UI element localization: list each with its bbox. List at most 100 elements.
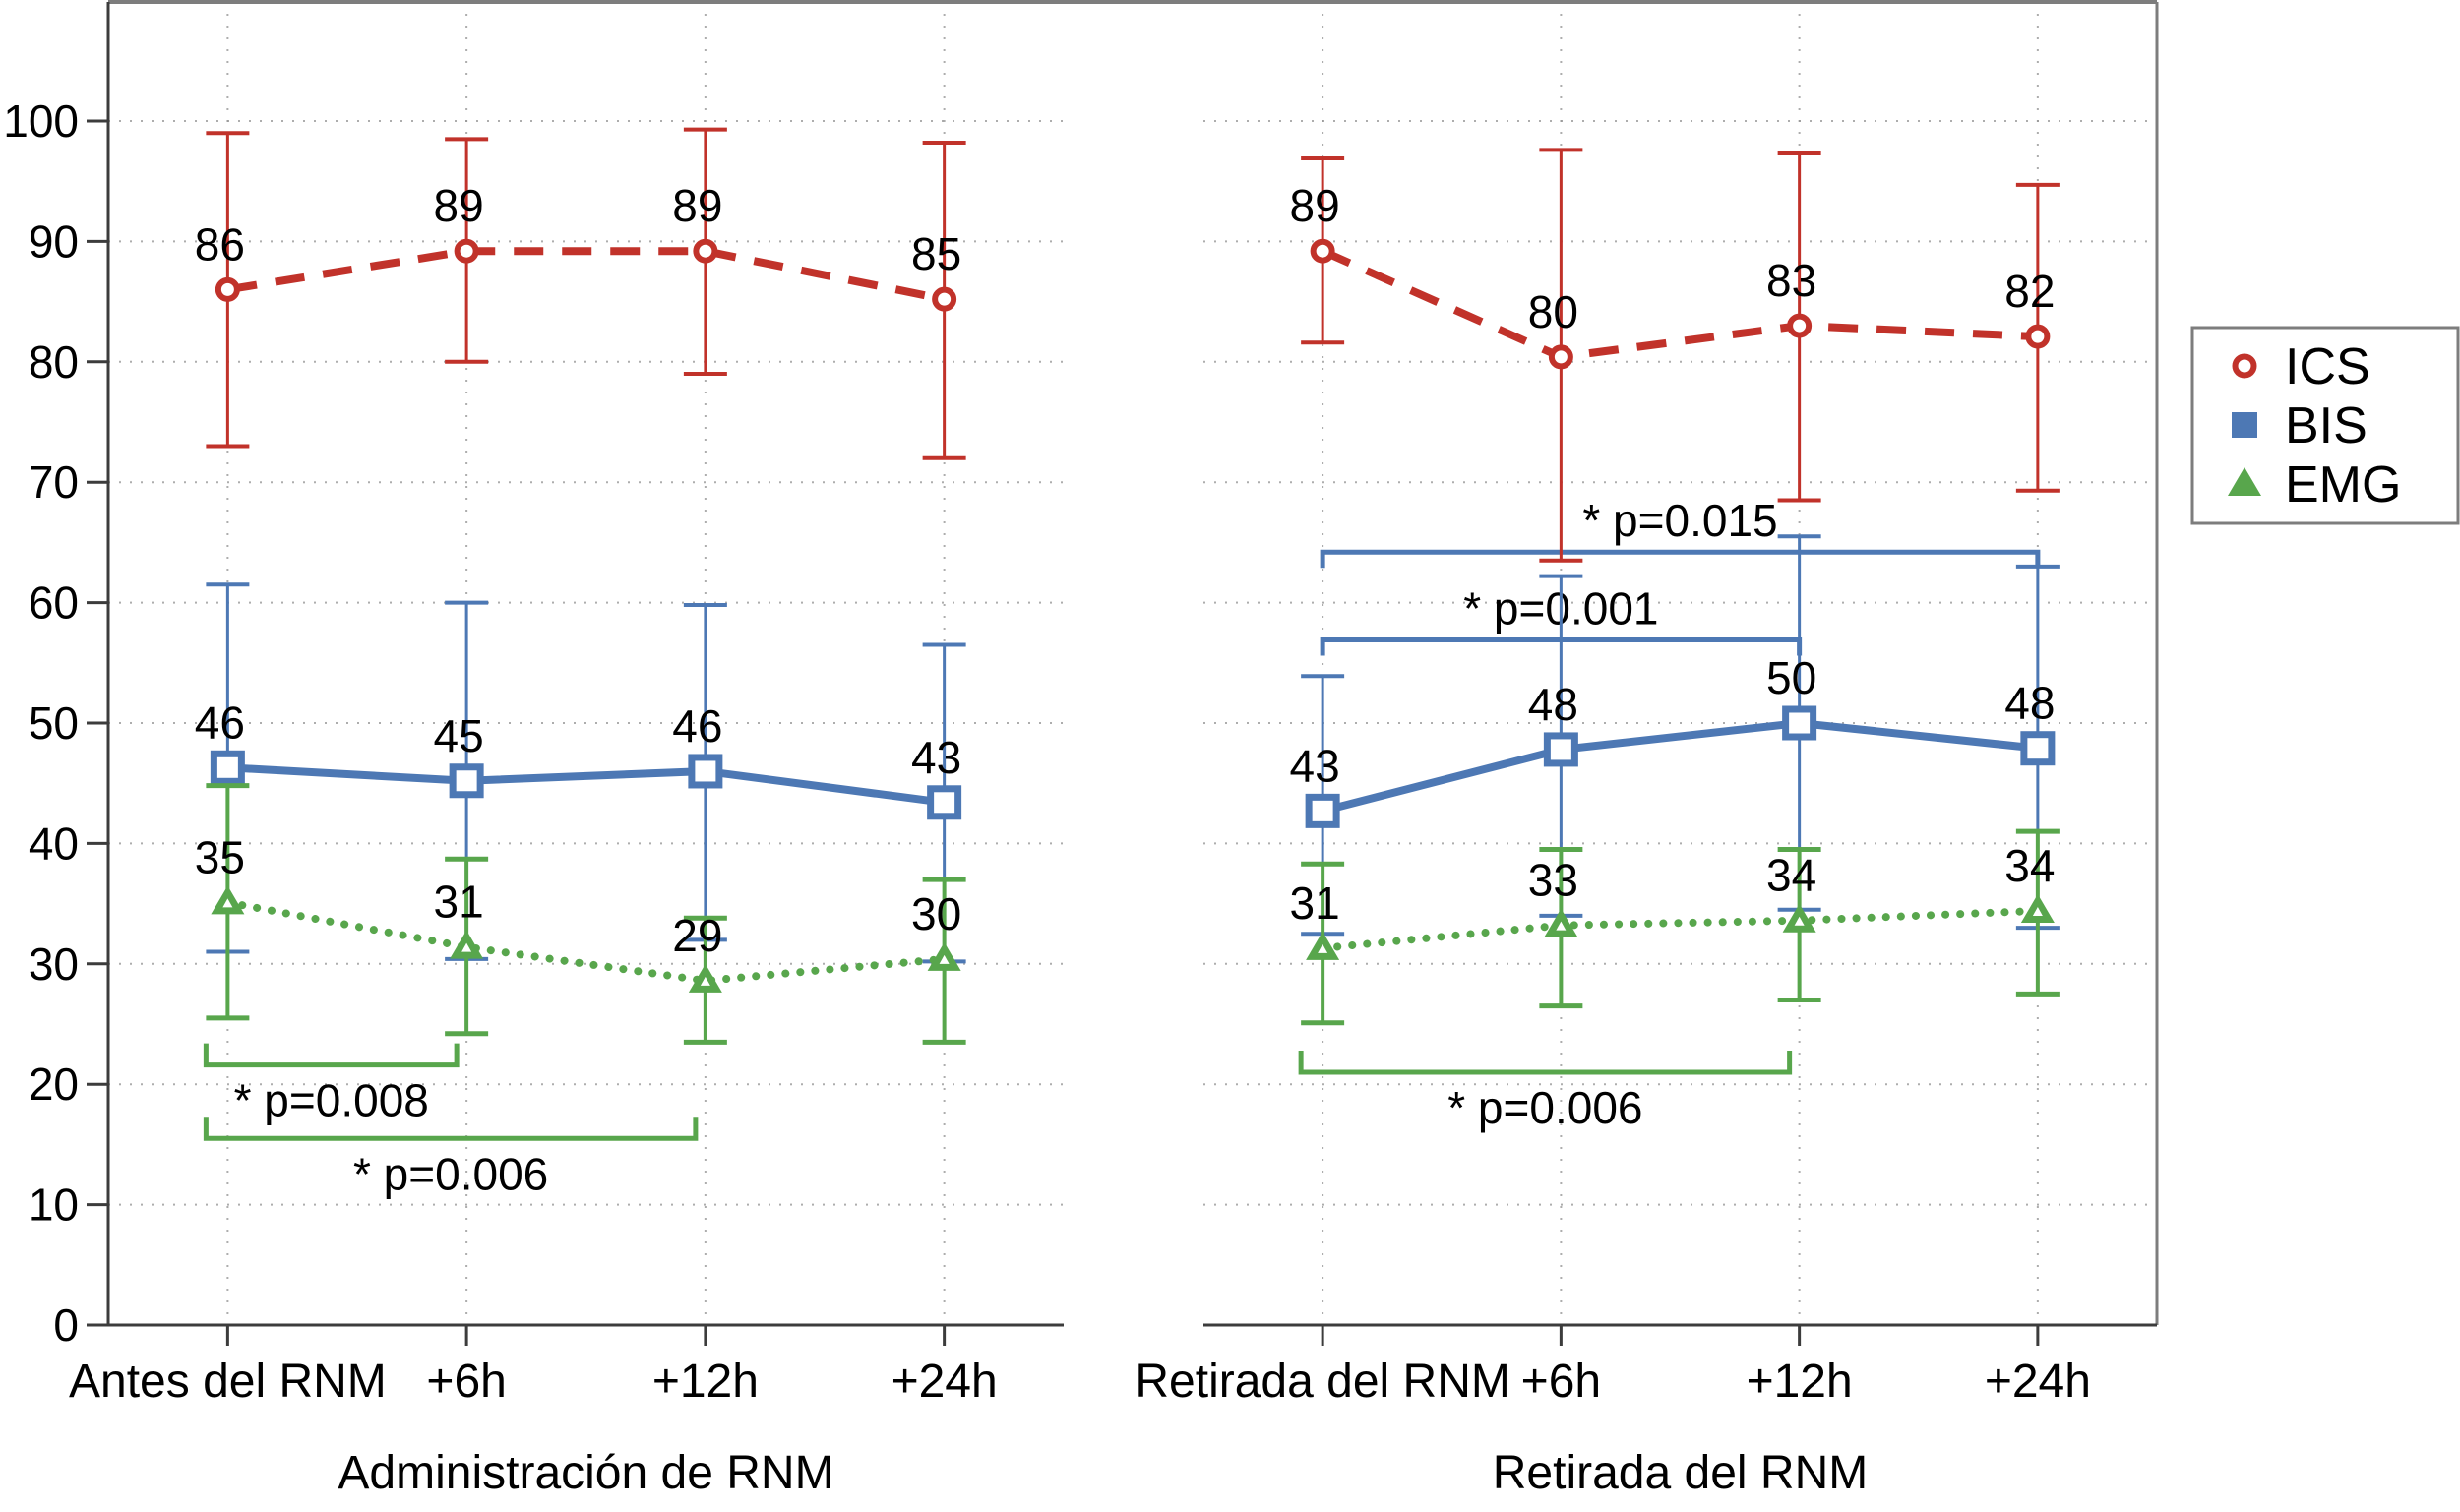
triangle-marker-center [700, 976, 710, 986]
legend-item-emg: EMG [2228, 456, 2401, 514]
bis-line [227, 763, 946, 807]
data-point-label: 35 [195, 831, 245, 882]
square-marker [2020, 731, 2056, 766]
significance-bracket: * p=0.006 [1298, 1050, 1793, 1133]
x-category-label: +12h [1747, 1356, 1853, 1408]
panel-title: Administración de RNM [338, 1447, 833, 1499]
data-point-label: 46 [672, 700, 722, 752]
data-point-label: 86 [195, 218, 245, 270]
triangle-marker-center [461, 942, 472, 952]
significance-bracket: * p=0.015 [1320, 495, 2041, 569]
ics-series: 86 89 89 85 [195, 127, 966, 460]
triangle-marker-center [222, 898, 233, 908]
triangle-marker-center [1794, 916, 1805, 926]
square-marker [688, 754, 723, 789]
triangle-marker-center [2032, 906, 2043, 916]
bis-series: 43 48 50 48 [1290, 534, 2060, 937]
circle-marker [215, 276, 240, 302]
data-point-label: 80 [1528, 286, 1578, 337]
x-category-label: +6h [1521, 1356, 1601, 1408]
y-tick-label: 70 [29, 456, 79, 508]
data-point-label: 45 [434, 710, 484, 761]
y-tick-label: 80 [29, 336, 79, 388]
data-point-label: 29 [672, 910, 722, 961]
circle-marker [1548, 344, 1573, 370]
data-point-label: 82 [2004, 266, 2055, 317]
data-point-label: 34 [2004, 840, 2055, 891]
circle-marker [693, 238, 718, 264]
panel-title: Retirada del RNM [1493, 1447, 1868, 1499]
data-point-label: 85 [911, 228, 961, 279]
bracket-line [203, 1043, 460, 1068]
square-marker [2232, 412, 2257, 438]
p-value-label: * p=0.006 [353, 1148, 548, 1199]
data-point-label: 46 [195, 696, 245, 748]
square-marker [1782, 705, 1817, 741]
data-point-label: 50 [1766, 652, 1816, 703]
data-point-label: 33 [1528, 855, 1578, 906]
circle-marker [1787, 313, 1813, 338]
legend-item-bis: BIS [2232, 397, 2368, 454]
data-point-label: 34 [1766, 850, 1816, 901]
y-tick-label: 40 [29, 817, 79, 869]
y-tick-label: 60 [29, 577, 79, 629]
data-point-label: 89 [434, 180, 484, 231]
x-category-label: +24h [892, 1356, 998, 1408]
y-tick-label: 0 [53, 1300, 79, 1351]
emg-line [1319, 906, 2042, 952]
triangle-marker-center [939, 954, 950, 964]
significance-bracket: * p=0.006 [203, 1117, 699, 1199]
square-marker [210, 750, 245, 785]
x-category-label: +6h [426, 1356, 506, 1408]
emg-series: 35 31 29 30 [195, 783, 966, 1045]
axes-frame: 0 10 20 30 40 50 60 70 80 90 100 Antes del RNM +6h +1… [3, 0, 2159, 1499]
ics-line [226, 247, 946, 304]
data-point-label: 43 [1290, 740, 1340, 791]
data-point-label: 48 [1528, 679, 1578, 730]
legend-label: BIS [2285, 397, 2368, 454]
triangle-marker-center [1318, 943, 1328, 953]
data-point-label: 89 [672, 180, 722, 231]
bracket-line [1298, 1050, 1793, 1075]
y-tick-label: 100 [3, 95, 79, 147]
circle-marker [2232, 353, 2257, 379]
circle-marker [2025, 324, 2051, 349]
p-value-label: * p=0.015 [1582, 495, 1777, 546]
triangle-marker-center [1556, 921, 1567, 931]
data-point-label: 83 [1766, 255, 1816, 306]
x-category-label: +12h [652, 1356, 759, 1408]
triangle-marker [2228, 467, 2261, 496]
data-point-label: 30 [911, 888, 961, 939]
bracket-line [1320, 549, 2041, 569]
y-tick-label: 30 [29, 938, 79, 990]
y-tick-label: 50 [29, 697, 79, 749]
circle-marker [932, 286, 957, 312]
p-value-label: * p=0.008 [234, 1075, 429, 1126]
circle-marker [1310, 238, 1335, 264]
x-category-label: Retirada del RNM [1135, 1356, 1509, 1408]
y-tick-label: 20 [29, 1058, 79, 1110]
emg-line [223, 898, 949, 985]
square-marker [449, 763, 484, 799]
p-value-label: * p=0.006 [1447, 1082, 1642, 1133]
circle-marker [454, 238, 479, 264]
data-point-label: 31 [1290, 877, 1340, 929]
ics-series: 89 80 83 82 [1290, 148, 2060, 563]
data-point-label: 31 [434, 877, 484, 928]
square-marker [1305, 793, 1340, 828]
bracket-line [203, 1117, 699, 1141]
significance-bracket: * p=0.008 [203, 1043, 460, 1126]
x-category-label: Antes del RNM [69, 1356, 387, 1408]
data-point-label: 89 [1290, 180, 1340, 231]
y-tick-label: 10 [29, 1179, 79, 1231]
x-category-label: +24h [1985, 1356, 2091, 1408]
emg-series: 31 33 34 34 [1290, 828, 2060, 1026]
y-tick-label: 90 [29, 215, 79, 267]
bis-line [1322, 718, 2039, 816]
legend-label: EMG [2285, 456, 2401, 514]
data-point-label: 48 [2004, 678, 2055, 729]
square-marker [927, 785, 962, 820]
